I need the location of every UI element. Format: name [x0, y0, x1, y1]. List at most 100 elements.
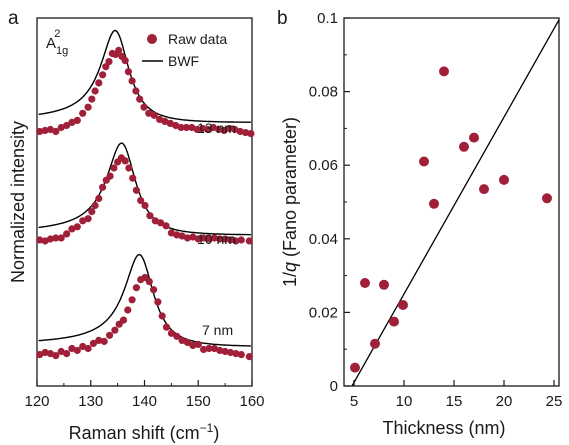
fano-data-point [459, 141, 469, 152]
raw-data-point [63, 350, 71, 358]
x-tick-label: 160 [239, 393, 264, 410]
bwf-fit-line [38, 142, 251, 236]
raw-data-point [106, 172, 114, 180]
raw-data-point [36, 127, 44, 136]
raw-data-point [210, 234, 218, 242]
raw-data-point [177, 123, 185, 132]
raw-data-point [146, 212, 154, 220]
raw-data-point [210, 344, 218, 353]
raw-data-point [137, 196, 145, 205]
raw-data-point [79, 217, 87, 225]
y-tick-label: 0.04 [309, 231, 338, 248]
linear-fit-line [351, 19, 560, 387]
annotation-7nm: 7 nm [202, 322, 233, 338]
fano-data-point [439, 66, 449, 77]
raw-data-point [215, 125, 223, 134]
raw-data-point [150, 111, 158, 119]
raw-data-point [36, 236, 44, 244]
y-label-q: q [280, 262, 300, 272]
fano-data-point [350, 362, 360, 373]
raw-data-point [105, 58, 113, 66]
raw-data-point [232, 350, 240, 358]
raw-data-point [189, 341, 197, 349]
raw-data-point [225, 124, 233, 133]
x-label-close: ) [213, 423, 219, 443]
y-tick-label: 0.06 [309, 157, 338, 174]
x-tick-label: 5 [350, 393, 358, 410]
x-label-main: Raman shift (cm [69, 423, 200, 443]
fano-data-point [398, 300, 408, 310]
raw-data-point [111, 326, 119, 334]
raw-data-point [173, 332, 181, 340]
raw-data-point [205, 344, 213, 353]
raw-data-point [132, 87, 140, 95]
raw-data-point [236, 127, 244, 136]
raw-data-point [73, 223, 81, 231]
panel-b: b 5 10 15 20 25 0 0.02 0.04 0.06 0.08 0.1 Thicknes… [277, 8, 562, 438]
raw-data-point [209, 123, 217, 132]
raw-data-point [237, 236, 245, 244]
raw-data-point [68, 344, 76, 353]
legend: Raw data BWF [142, 31, 227, 69]
raw-data-point [231, 125, 239, 134]
legend-label-raw-data: Raw data [168, 31, 227, 47]
raw-data-point [226, 236, 235, 244]
raw-data-point [88, 208, 96, 216]
y-tick-label: 0.08 [309, 84, 338, 101]
raw-data-point [183, 338, 192, 346]
raw-data-point [63, 121, 71, 130]
fano-data-point [360, 278, 370, 288]
y-label-suffix: (Fano parameter) [280, 117, 300, 262]
panel-a-x-axis-label: Raman shift (cm−1) [69, 421, 220, 443]
raw-data-point [200, 345, 208, 354]
raw-data-point [84, 103, 92, 111]
raw-data-point [162, 323, 171, 331]
raw-data-point [166, 119, 174, 127]
raw-data-point [89, 339, 97, 347]
raw-data-point [194, 340, 202, 348]
x-tick-label: 15 [446, 393, 463, 410]
raw-data-point [52, 127, 60, 136]
annotation-13nm: 13 nm [197, 120, 236, 136]
fano-data-point [429, 198, 439, 209]
raw-data-point [150, 286, 158, 294]
raw-data-point [57, 347, 65, 356]
fano-data-point [370, 338, 380, 349]
raw-data-point [73, 346, 81, 355]
raw-data-point [91, 201, 99, 210]
raw-data-point [95, 194, 103, 203]
raw-data-point [52, 234, 60, 242]
raw-data-point [162, 222, 170, 230]
raw-data-point [57, 123, 65, 132]
raw-data-point [178, 232, 186, 240]
raw-data-point [100, 337, 108, 345]
raw-data-point [125, 164, 133, 172]
raw-data-point [189, 233, 197, 241]
raw-data-point [84, 344, 92, 353]
raw-data-point [154, 298, 162, 306]
raw-data-point [57, 234, 65, 242]
panel-a-y-axis-label: Normalized intensity [8, 121, 28, 283]
fano-data-point [469, 132, 479, 143]
mode-label: A1g 2 [46, 28, 68, 57]
bwf-fit-line [38, 253, 251, 347]
raw-data-point [110, 164, 118, 172]
raw-data-point [157, 219, 165, 227]
raw-data-point [178, 336, 186, 344]
fano-data-point [499, 174, 509, 185]
raw-data-point [68, 225, 76, 233]
raw-data-point [95, 79, 103, 87]
raw-data-point [128, 77, 136, 85]
raw-data-point [124, 306, 132, 314]
fano-data-point [389, 316, 399, 327]
raw-data-point [237, 351, 245, 359]
raw-data-point [172, 121, 180, 130]
raw-data-point [193, 125, 201, 134]
raw-data-point [99, 71, 107, 79]
x-tick-label: 10 [396, 393, 413, 410]
x-label-sup: −1 [200, 421, 214, 435]
raw-data-point [232, 237, 240, 245]
raw-data-point [73, 116, 81, 124]
raw-data-point [121, 57, 129, 65]
raw-data-point [132, 284, 140, 292]
